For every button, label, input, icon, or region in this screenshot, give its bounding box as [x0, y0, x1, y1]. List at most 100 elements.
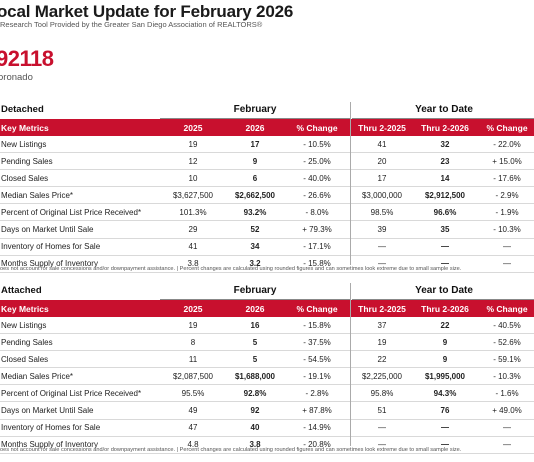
metric-label: Days on Market Until Sale [1, 224, 94, 234]
metric-value: 51 [377, 405, 387, 415]
table-row: Pending Sales 12 9 - 25.0% 20 23 + 15.0% [0, 153, 534, 171]
metric-value: 3.8 [249, 440, 261, 450]
column-header: % Change [296, 123, 338, 133]
metric-value: $3,000,000 [361, 190, 403, 200]
metric-value: $2,662,500 [234, 190, 276, 200]
section-header: Detached February Year to Date [0, 102, 534, 119]
group-label-february: February [233, 104, 277, 115]
column-divider [350, 283, 351, 446]
table-row: New Listings 19 17 - 10.5% 41 32 - 22.0% [0, 136, 534, 154]
metric-value: 41 [188, 242, 198, 252]
detached-rows: New Listings 19 17 - 10.5% 41 32 - 22.0% Pendin… [0, 102, 534, 273]
metric-value: - 10.3% [493, 371, 521, 381]
metric-value: 3.8 [187, 259, 199, 269]
metric-value: - 1.9% [495, 207, 519, 217]
metric-value: - 17.1% [303, 242, 331, 252]
footnote: oes not account for sale concessions and… [0, 266, 462, 272]
metric-label: Closed Sales [1, 354, 49, 364]
metric-value: — [441, 242, 449, 252]
metric-value: + 79.3% [302, 224, 332, 234]
table-row: Months Supply of Inventory 3.8 3.2 - 15.8% —… [0, 256, 534, 273]
metric-label: Months Supply of Inventory [1, 259, 98, 269]
column-header: Thru 2-2026 [421, 123, 469, 133]
group-underline [160, 299, 350, 300]
metric-value: 22 [377, 354, 387, 364]
group-label-february: February [233, 285, 277, 296]
metric-value: 41 [377, 139, 387, 149]
metric-value: $3,627,500 [172, 190, 214, 200]
group-label-ytd: Year to Date [415, 285, 473, 296]
column-header: Thru 2-2025 [358, 304, 406, 314]
metric-value: 101.3% [179, 207, 207, 217]
metric-value: - 2.8% [305, 388, 329, 398]
metric-value: - 22.0% [493, 139, 521, 149]
metric-value: 93.2% [243, 207, 267, 217]
metric-value: - 2.9% [495, 190, 519, 200]
metric-value: - 14.9% [303, 423, 331, 433]
column-header: 2025 [183, 123, 203, 133]
metric-value: - 25.0% [303, 156, 331, 166]
metric-label: Pending Sales [1, 156, 53, 166]
metric-value: - 15.8% [303, 320, 331, 330]
table-row: Closed Sales 10 6 - 40.0% 17 14 - 17.6% [0, 170, 534, 188]
metric-value: 92 [250, 405, 260, 415]
table-header-row: Key Metrics 2025 2026 % Change Thru 2-20… [0, 119, 534, 136]
metric-value: — [441, 440, 449, 450]
metric-value: $1,688,000 [234, 371, 276, 381]
zip-code: 92118 [0, 46, 54, 71]
detached-section: Detached February Year to Date Key Metri… [0, 102, 534, 273]
metric-value: - 15.8% [303, 259, 331, 269]
metric-value: + 49.0% [492, 405, 522, 415]
metric-value: - 10.5% [303, 139, 331, 149]
metric-value: 17 [377, 173, 387, 183]
metric-value: 14 [440, 173, 450, 183]
metric-label: Percent of Original List Price Received* [1, 388, 142, 398]
group-underline [352, 118, 534, 119]
metric-value: + 87.8% [302, 405, 332, 415]
metric-label: Percent of Original List Price Received* [1, 207, 142, 217]
table-header-row: Key Metrics 2025 2026 % Change Thru 2-20… [0, 300, 534, 317]
metric-value: 9 [442, 354, 448, 364]
column-header: 2026 [245, 123, 265, 133]
metric-value: - 8.0% [305, 207, 329, 217]
metric-value: 32 [440, 139, 450, 149]
report-subtitle: Research Tool Provided by the Greater Sa… [0, 20, 263, 29]
group-underline [160, 118, 350, 119]
metric-value: $1,995,000 [424, 371, 466, 381]
metric-value: 35 [440, 224, 450, 234]
metric-value: - 37.5% [303, 337, 331, 347]
metric-value: 92.8% [243, 388, 267, 398]
column-header: 2025 [183, 304, 203, 314]
metric-value: 76 [440, 405, 450, 415]
table-row: Percent of Original List Price Received*… [0, 204, 534, 222]
metric-value: - 10.3% [493, 224, 521, 234]
metric-value: 19 [377, 337, 387, 347]
metric-value: 29 [188, 224, 198, 234]
report-title: ocal Market Update for February 2026 [0, 2, 294, 21]
metric-value: 52 [250, 224, 260, 234]
table-row: Months Supply of Inventory 4.8 3.8 - 20.8% —… [0, 437, 534, 454]
metric-value: 12 [188, 156, 198, 166]
table-row: Median Sales Price* $3,627,500 $2,662,500 -… [0, 187, 534, 205]
metric-value: 8 [190, 337, 196, 347]
metric-value: — [378, 423, 386, 433]
table-row: Days on Market Until Sale 49 92 + 87.8% 51 76… [0, 402, 534, 420]
metric-value: - 59.1% [493, 354, 521, 364]
metric-value: - 20.8% [303, 440, 331, 450]
metric-value: - 54.5% [303, 354, 331, 364]
metric-value: 96.6% [433, 207, 457, 217]
table-row: Closed Sales 11 5 - 54.5% 22 9 - 59.1% [0, 351, 534, 369]
section-header: Attached February Year to Date [0, 283, 534, 300]
column-divider [350, 102, 351, 265]
metric-value: 4.8 [187, 440, 199, 450]
metric-value: 16 [250, 320, 260, 330]
metric-value: 47 [188, 423, 198, 433]
metric-value: 40 [250, 423, 260, 433]
key-metrics-header: Key Metrics [1, 123, 49, 133]
metric-value: $2,912,500 [424, 190, 466, 200]
table-row: Inventory of Homes for Sale 41 34 - 17.1% — —… [0, 239, 534, 256]
metric-label: Inventory of Homes for Sale [1, 423, 101, 433]
metric-value: 98.5% [370, 207, 394, 217]
table-row: Percent of Original List Price Received*… [0, 385, 534, 403]
column-header: % Change [486, 304, 528, 314]
